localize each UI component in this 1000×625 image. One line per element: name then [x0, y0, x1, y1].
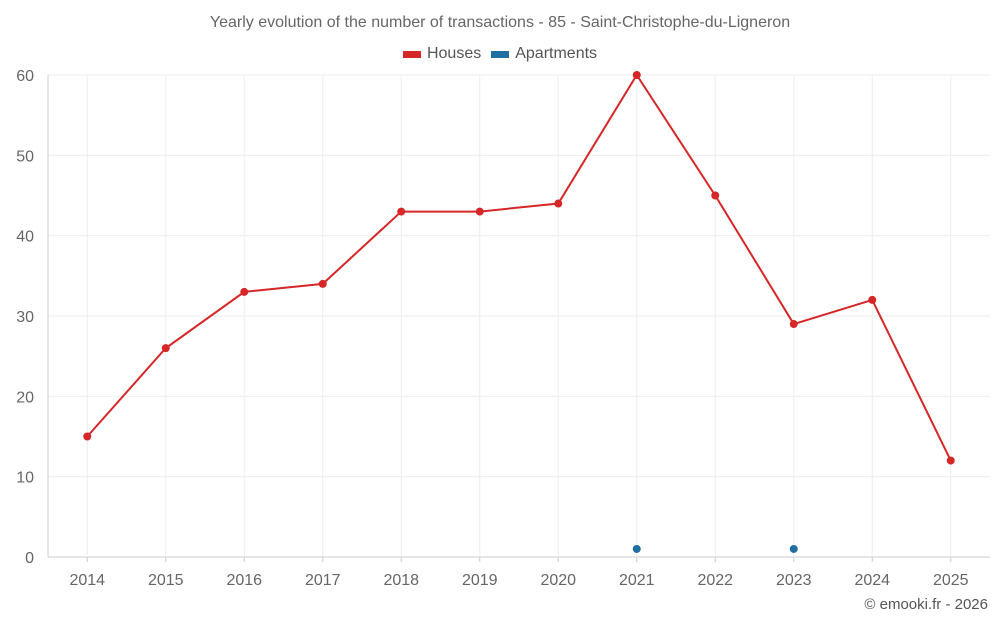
y-tick-label: 50: [16, 148, 34, 165]
data-point-houses[interactable]: [789, 320, 798, 329]
legend-swatch-apartments: [491, 50, 510, 58]
y-tick-label: 60: [16, 68, 34, 85]
legend-swatch-houses: [402, 50, 421, 58]
x-tick-label: 2018: [383, 572, 419, 589]
data-point-houses[interactable]: [868, 295, 877, 304]
x-tick-label: 2020: [540, 572, 576, 589]
y-tick-label: 10: [16, 470, 34, 487]
data-point-houses[interactable]: [946, 456, 955, 465]
data-point-houses[interactable]: [240, 287, 249, 296]
y-tick-label: 30: [16, 309, 34, 326]
chart-legend: Houses Apartments: [0, 45, 1000, 63]
data-point-houses[interactable]: [318, 279, 327, 288]
x-tick-label: 2025: [933, 572, 969, 589]
x-tick-label: 2024: [854, 572, 890, 589]
x-tick-label: 2015: [148, 572, 184, 589]
x-tick-label: 2017: [305, 572, 341, 589]
legend-label-houses: Houses: [426, 45, 482, 62]
series-line-houses: [86, 73, 952, 462]
data-point-houses[interactable]: [161, 344, 170, 353]
x-tick-label: 2014: [69, 572, 105, 589]
data-point-houses[interactable]: [397, 207, 406, 216]
data-point-houses[interactable]: [554, 199, 563, 208]
data-point-apartments[interactable]: [632, 544, 641, 553]
copyright-credit: © emooki.fr - 2026: [864, 596, 988, 613]
legend-label-apartments: Apartments: [515, 45, 598, 62]
data-point-houses[interactable]: [83, 432, 92, 441]
y-tick-label: 40: [16, 229, 34, 246]
x-tick-label: 2023: [776, 572, 812, 589]
data-point-houses[interactable]: [632, 71, 641, 79]
data-point-houses[interactable]: [475, 207, 484, 216]
x-tick-label: 2022: [697, 572, 733, 589]
x-tick-label: 2019: [462, 572, 498, 589]
y-tick-label: 20: [16, 389, 34, 406]
chart-title: Yearly evolution of the number of transa…: [209, 14, 791, 31]
legend-item-apartments[interactable]: Apartments: [491, 45, 597, 63]
data-point-houses[interactable]: [711, 191, 720, 200]
x-tick-label: 2021: [619, 572, 655, 589]
y-tick-label: 0: [25, 550, 34, 567]
x-tick-label: 2016: [226, 572, 262, 589]
legend-item-houses[interactable]: Houses: [402, 45, 482, 63]
data-point-apartments[interactable]: [789, 544, 798, 553]
